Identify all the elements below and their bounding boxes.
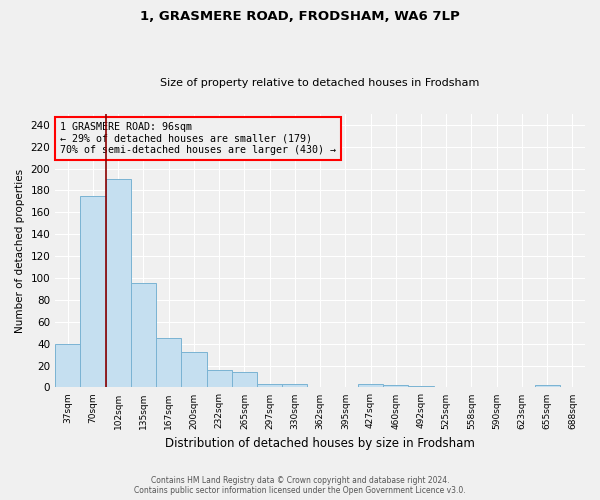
- Bar: [80, 196, 106, 388]
- Text: 1, GRASMERE ROAD, FRODSHAM, WA6 7LP: 1, GRASMERE ROAD, FRODSHAM, WA6 7LP: [140, 10, 460, 23]
- Text: Contains HM Land Registry data © Crown copyright and database right 2024.
Contai: Contains HM Land Registry data © Crown c…: [134, 476, 466, 495]
- Bar: [232, 372, 257, 388]
- Bar: [156, 338, 181, 388]
- Bar: [257, 384, 282, 388]
- Bar: [282, 384, 307, 388]
- X-axis label: Distribution of detached houses by size in Frodsham: Distribution of detached houses by size …: [165, 437, 475, 450]
- Bar: [181, 352, 206, 388]
- Bar: [535, 385, 560, 388]
- Text: 1 GRASMERE ROAD: 96sqm
← 29% of detached houses are smaller (179)
70% of semi-de: 1 GRASMERE ROAD: 96sqm ← 29% of detached…: [61, 122, 337, 155]
- Bar: [206, 370, 232, 388]
- Bar: [106, 180, 131, 388]
- Bar: [383, 385, 409, 388]
- Bar: [55, 344, 80, 388]
- Bar: [409, 386, 434, 388]
- Bar: [358, 384, 383, 388]
- Bar: [131, 284, 156, 388]
- Y-axis label: Number of detached properties: Number of detached properties: [15, 168, 25, 332]
- Title: Size of property relative to detached houses in Frodsham: Size of property relative to detached ho…: [160, 78, 480, 88]
